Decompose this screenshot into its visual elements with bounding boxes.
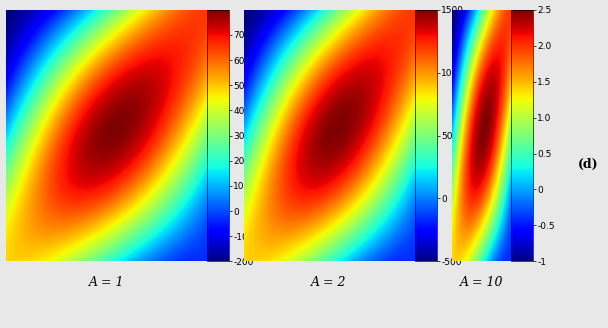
Text: A = 10: A = 10: [460, 276, 503, 289]
Text: A = 1: A = 1: [89, 276, 124, 289]
Text: (d): (d): [578, 157, 598, 171]
Text: A = 2: A = 2: [311, 276, 347, 289]
